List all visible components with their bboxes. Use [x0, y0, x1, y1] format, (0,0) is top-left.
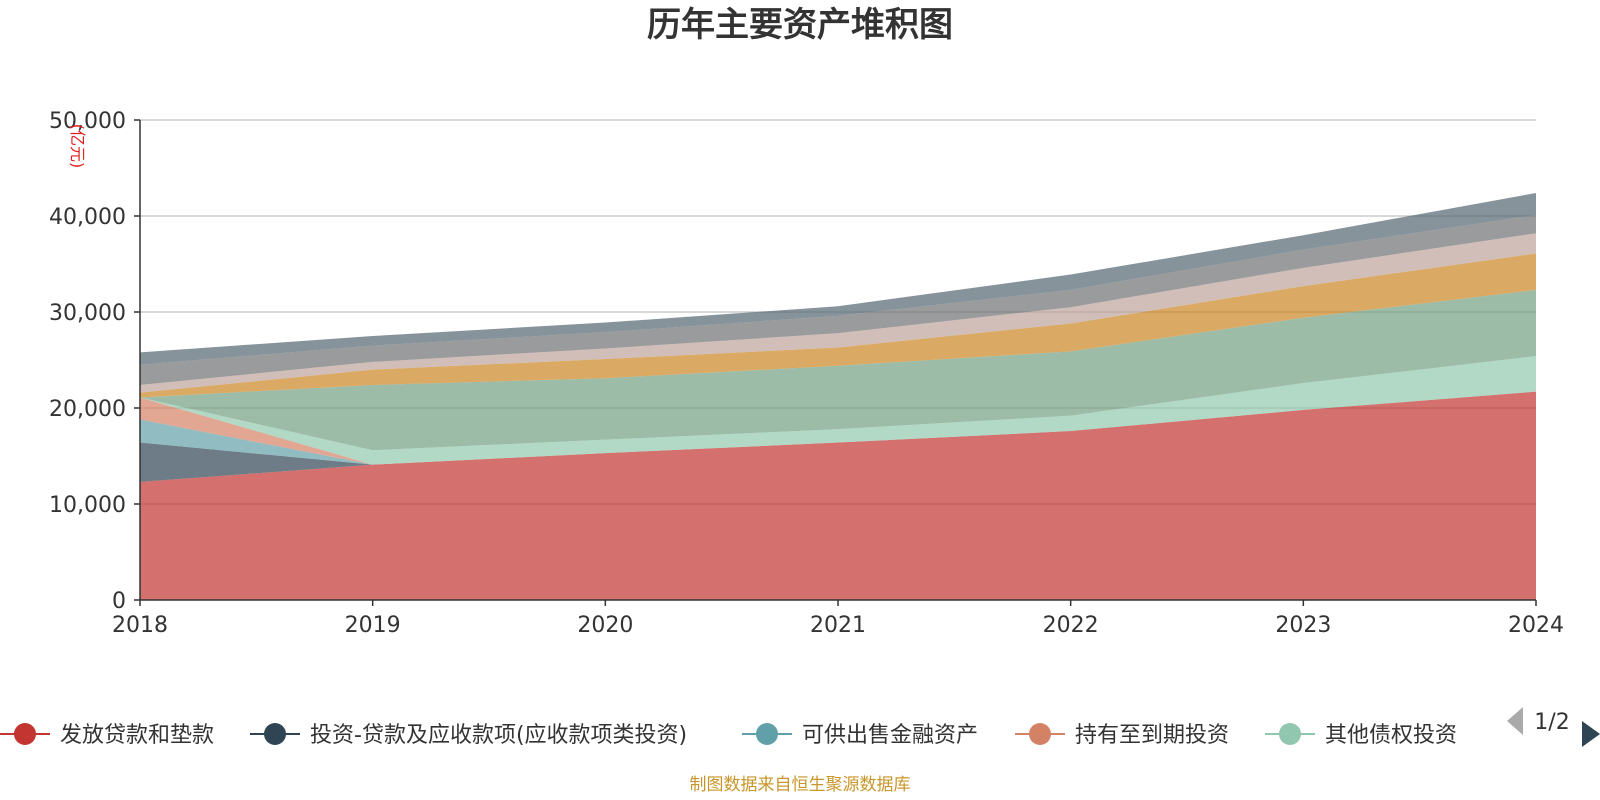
area-series-6 — [140, 253, 1536, 398]
triangle-right-icon[interactable] — [1582, 721, 1600, 747]
y-tick-label-0: 0 — [112, 589, 126, 614]
chart-title: 历年主要资产堆积图 — [647, 5, 953, 45]
x-tick-label-3: 2021 — [810, 613, 866, 638]
legend: 发放贷款和垫款 投资-贷款及应收款项(应收款项类投资) 可供出售金融资产 持有至到期投… — [0, 723, 1457, 748]
area-series — [140, 192, 1536, 600]
legend-page-indicator: 1/2 — [1534, 710, 1569, 735]
y-axis-unit: (亿元) — [68, 124, 87, 169]
area-series-5 — [140, 289, 1536, 451]
area-series-4 — [140, 356, 1536, 465]
area-series-0 — [140, 391, 1536, 600]
legend-marker-4 — [1279, 723, 1301, 745]
legend-item-4[interactable]: 其他债权投资 — [1265, 723, 1457, 748]
axes: 0 10,000 20,000 30,000 40,000 50,000 2018 2019 2… — [49, 109, 1564, 638]
area-series-8 — [140, 215, 1536, 385]
legend-item-2[interactable]: 可供出售金融资产 — [742, 723, 978, 748]
legend-label-0: 发放贷款和垫款 — [60, 723, 214, 748]
legend-item-3[interactable]: 持有至到期投资 — [1015, 723, 1229, 748]
x-tick-label-6: 2024 — [1508, 613, 1564, 638]
triangle-left-icon[interactable] — [1507, 707, 1523, 735]
y-tick-label-2: 20,000 — [49, 397, 126, 422]
legend-marker-3 — [1029, 723, 1051, 745]
y-tick-label-1: 10,000 — [49, 493, 126, 518]
x-tick-label-2: 2020 — [577, 613, 633, 638]
legend-label-3: 持有至到期投资 — [1075, 723, 1229, 748]
legend-item-0[interactable]: 发放贷款和垫款 — [0, 723, 214, 748]
legend-label-2: 可供出售金融资产 — [802, 723, 978, 748]
area-series-9 — [140, 192, 1536, 365]
x-tick-label-1: 2019 — [345, 613, 401, 638]
legend-pager: 1/2 — [1507, 707, 1600, 747]
legend-item-1[interactable]: 投资-贷款及应收款项(应收款项类投资) — [250, 723, 687, 748]
legend-marker-0 — [14, 723, 36, 745]
x-tick-label-4: 2022 — [1043, 613, 1099, 638]
y-tick-label-5: 50,000 — [49, 109, 126, 134]
legend-marker-1 — [264, 723, 286, 745]
y-tick-label-3: 30,000 — [49, 301, 126, 326]
source-note: 制图数据来自恒生聚源数据库 — [690, 775, 911, 795]
area-series-7 — [140, 233, 1536, 393]
legend-marker-2 — [756, 723, 778, 745]
x-tick-label-5: 2023 — [1275, 613, 1331, 638]
legend-label-4: 其他债权投资 — [1325, 723, 1457, 748]
x-tick-label-0: 2018 — [112, 613, 168, 638]
legend-label-1: 投资-贷款及应收款项(应收款项类投资) — [310, 723, 687, 748]
y-tick-label-4: 40,000 — [49, 205, 126, 230]
